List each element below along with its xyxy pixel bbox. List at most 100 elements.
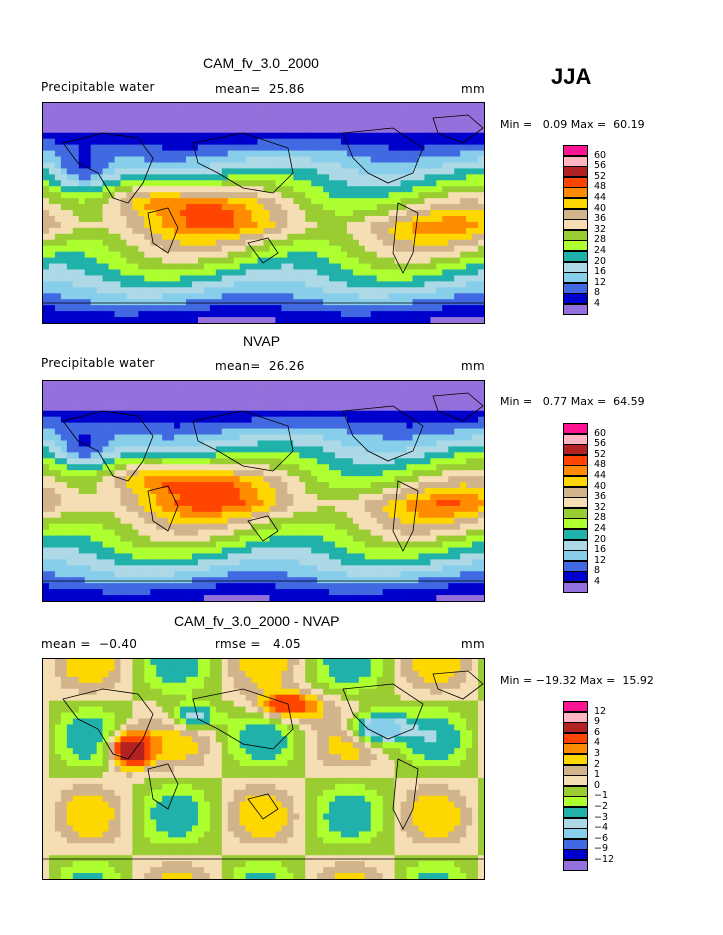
field-cell <box>72 446 80 453</box>
field-cell <box>257 488 264 495</box>
field-cell <box>317 311 324 318</box>
field-cell <box>186 452 193 459</box>
field-cell <box>144 257 151 264</box>
field-cell <box>293 381 300 388</box>
field-cell <box>227 198 235 205</box>
field-cell <box>251 535 258 542</box>
field-cell <box>150 287 157 294</box>
field-cell <box>90 452 98 459</box>
field-cell <box>90 210 98 217</box>
field-cell <box>335 233 342 241</box>
field-cell <box>364 428 372 435</box>
field-cell <box>96 317 103 323</box>
field-cell <box>174 505 181 513</box>
field-cell <box>48 529 56 536</box>
field-cell <box>388 103 396 110</box>
field-cell <box>209 269 217 276</box>
field-cell <box>382 398 390 406</box>
field-cell <box>197 275 205 282</box>
field-cell <box>90 120 98 128</box>
field-cell <box>108 434 115 441</box>
field-cell <box>221 293 229 300</box>
field-cell <box>66 239 74 247</box>
field-cell <box>281 198 288 205</box>
field-cell <box>448 180 455 187</box>
field-cell <box>108 452 115 459</box>
field-cell <box>299 499 306 507</box>
field-cell <box>287 233 294 241</box>
field-cell <box>162 227 169 235</box>
field-cell <box>293 493 300 501</box>
field-cell <box>191 227 199 235</box>
field-cell <box>281 416 288 424</box>
field-cell <box>382 108 390 116</box>
field-cell <box>448 305 455 312</box>
field-cell <box>96 120 103 128</box>
field-cell <box>215 416 223 424</box>
field-cell <box>60 114 68 122</box>
field-cell <box>478 198 484 205</box>
field-cell <box>394 108 401 116</box>
field-cell <box>257 269 264 276</box>
field-cell <box>126 126 133 134</box>
field-cell <box>412 317 419 323</box>
field-cell <box>203 114 211 122</box>
field-cell <box>370 416 378 424</box>
field-cell <box>281 464 288 471</box>
field-cell <box>84 168 92 175</box>
field-cell <box>406 168 413 175</box>
field-cell <box>209 523 217 531</box>
field-cell <box>126 174 133 181</box>
field-cell <box>132 299 139 306</box>
field-cell <box>168 221 175 229</box>
field-cell <box>382 269 390 276</box>
field-cell <box>335 150 342 157</box>
field-cell <box>221 488 229 495</box>
field-cell <box>311 511 318 519</box>
field-cell <box>263 381 270 388</box>
field-cell <box>66 198 74 205</box>
field-cell <box>466 215 473 223</box>
field-cell <box>352 317 360 323</box>
field-cell <box>126 138 133 146</box>
field-cell <box>466 458 473 465</box>
field-cell <box>412 281 419 288</box>
field-cell <box>132 227 139 235</box>
field-cell <box>448 517 455 525</box>
field-cell <box>430 440 437 447</box>
field-cell <box>311 239 318 247</box>
field-cell <box>186 233 193 241</box>
field-cell <box>335 422 342 429</box>
field-cell <box>299 553 306 560</box>
field-cell <box>186 287 193 294</box>
field-cell <box>269 233 276 241</box>
field-cell <box>156 476 163 483</box>
field-cell <box>382 293 390 300</box>
field-cell <box>191 198 199 205</box>
field-cell <box>299 299 306 306</box>
field-cell <box>478 174 484 181</box>
field-cell <box>472 126 479 134</box>
field-cell <box>162 422 169 429</box>
field-cell <box>132 281 139 288</box>
field-cell <box>454 446 461 453</box>
field-cell <box>197 198 205 205</box>
field-cell <box>472 488 479 495</box>
field-cell <box>227 293 235 300</box>
field-cell <box>245 404 252 412</box>
field-cell <box>424 517 431 525</box>
field-cell <box>329 168 336 175</box>
field-cell <box>114 305 121 312</box>
field-cell <box>299 162 306 169</box>
field-cell <box>90 215 98 223</box>
field-cell <box>335 452 342 459</box>
field-cell <box>370 428 378 435</box>
field-cell <box>287 239 294 247</box>
field-cell <box>186 114 193 122</box>
field-cell <box>168 245 175 253</box>
field-cell <box>186 511 193 519</box>
field-cell <box>186 210 193 217</box>
field-cell <box>108 404 115 412</box>
field-cell <box>96 174 103 181</box>
field-cell <box>60 227 68 235</box>
